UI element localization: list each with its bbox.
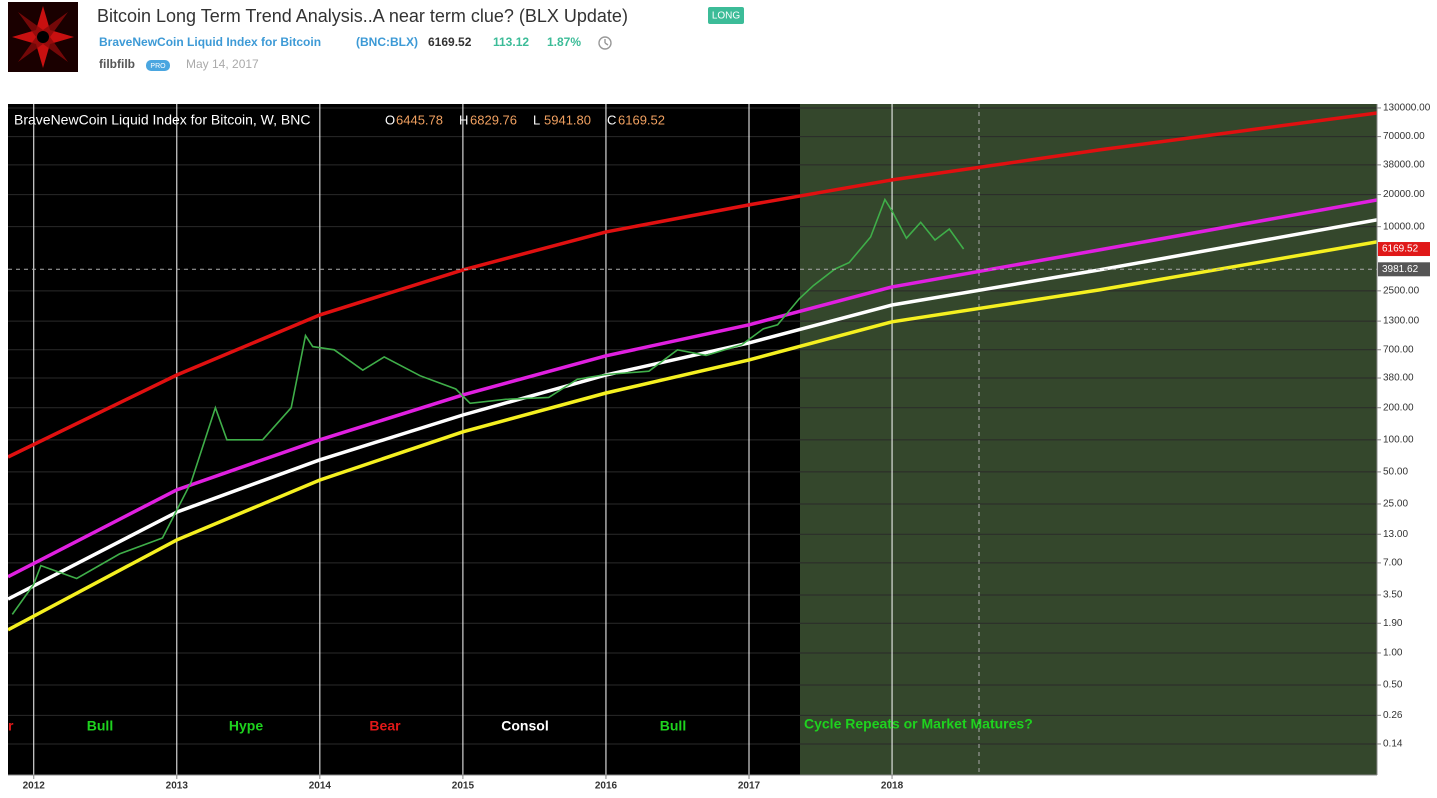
annotation: Cycle Repeats or Market Matures? [804,716,1033,732]
y-tick-label: 10000.00 [1383,221,1425,232]
pro-badge: PRO [150,63,166,70]
y-tick-label: 3.50 [1383,590,1403,601]
annotation: Consol [501,718,548,734]
y-tick-label: 2500.00 [1383,285,1420,296]
ohlc-key: L [533,112,540,127]
symbol-link[interactable]: BraveNewCoin Liquid Index for Bitcoin [99,35,321,49]
annotation: Bull [660,718,686,734]
y-tick-label: 0.26 [1383,710,1403,721]
avatar[interactable] [8,2,78,72]
ohlc-value: 6169.52 [618,112,665,127]
x-tick-label: 2018 [881,781,904,792]
grid [8,104,1377,775]
y-tick-label: 1300.00 [1383,316,1420,327]
x-tick-label: 2012 [23,781,46,792]
author[interactable]: filbfilb [99,57,135,71]
x-tick-label: 2015 [452,781,475,792]
header-price: 6169.52 [428,35,472,49]
y-tick-label: 700.00 [1383,344,1414,355]
y-tick-label: 380.00 [1383,373,1414,384]
y-tick-label: 0.14 [1383,739,1403,750]
plot [8,111,1377,632]
trend-curve [8,240,1377,632]
symbol-code[interactable]: (BNC:BLX) [356,35,418,49]
y-tick-label: 200.00 [1383,402,1414,413]
y-tick-label: 50.00 [1383,467,1408,478]
publish-date: May 14, 2017 [186,57,259,71]
x-tick-label: 2016 [595,781,618,792]
price-marker-label: 6169.52 [1382,244,1419,255]
trend-curve [8,111,1377,459]
ohlc-value: 5941.80 [544,112,591,127]
trend-curve [8,198,1377,579]
header-change-pct: 1.87% [547,35,581,49]
header-change: 113.12 [493,35,529,49]
y-tick-label: 7.00 [1383,558,1403,569]
y-tick-label: 20000.00 [1383,189,1425,200]
badge-bg [708,7,744,24]
y-tick-label: 130000.00 [1383,103,1431,114]
annotation: Bull [87,718,113,734]
price-marker-bg [1378,262,1430,277]
long-badge: LONG [712,11,741,22]
annotation: Bear [369,718,401,734]
y-tick-label: 38000.00 [1383,160,1425,171]
y-tick-label: 1.00 [1383,648,1403,659]
price-line [11,197,965,615]
y-tick-label: 13.00 [1383,529,1408,540]
y-tick-label: 25.00 [1383,499,1408,510]
x-tick-label: 2017 [738,781,761,792]
y-tick-label: 100.00 [1383,434,1414,445]
ohlc-value: 6445.78 [396,112,443,127]
annotation: Hype [229,718,263,734]
idea-title: Bitcoin Long Term Trend Analysis..A near… [97,6,628,26]
ohlc-key: H [459,112,468,127]
ohlc-key: C [607,112,616,127]
y-tick-label: 1.90 [1383,618,1403,629]
x-tick-label: 2013 [166,781,189,792]
alert-icon[interactable] [598,36,612,50]
ohlc-value: 6829.76 [470,112,517,127]
price-marker-label: 3981.62 [1382,264,1419,275]
ohlc-key: O [385,112,395,127]
price-marker-bg [1378,242,1430,257]
x-tick-label: 2014 [309,781,332,792]
annotation: r [8,718,14,734]
y-tick-label: 70000.00 [1383,131,1425,142]
legend-title: BraveNewCoin Liquid Index for Bitcoin, W… [14,112,310,128]
pro-badge-bg [146,60,170,71]
overlay: r Bull Hype Bear Consol Bull Cycle Repeats or … [8,268,1377,734]
y-tick-label: 0.50 [1383,680,1403,691]
